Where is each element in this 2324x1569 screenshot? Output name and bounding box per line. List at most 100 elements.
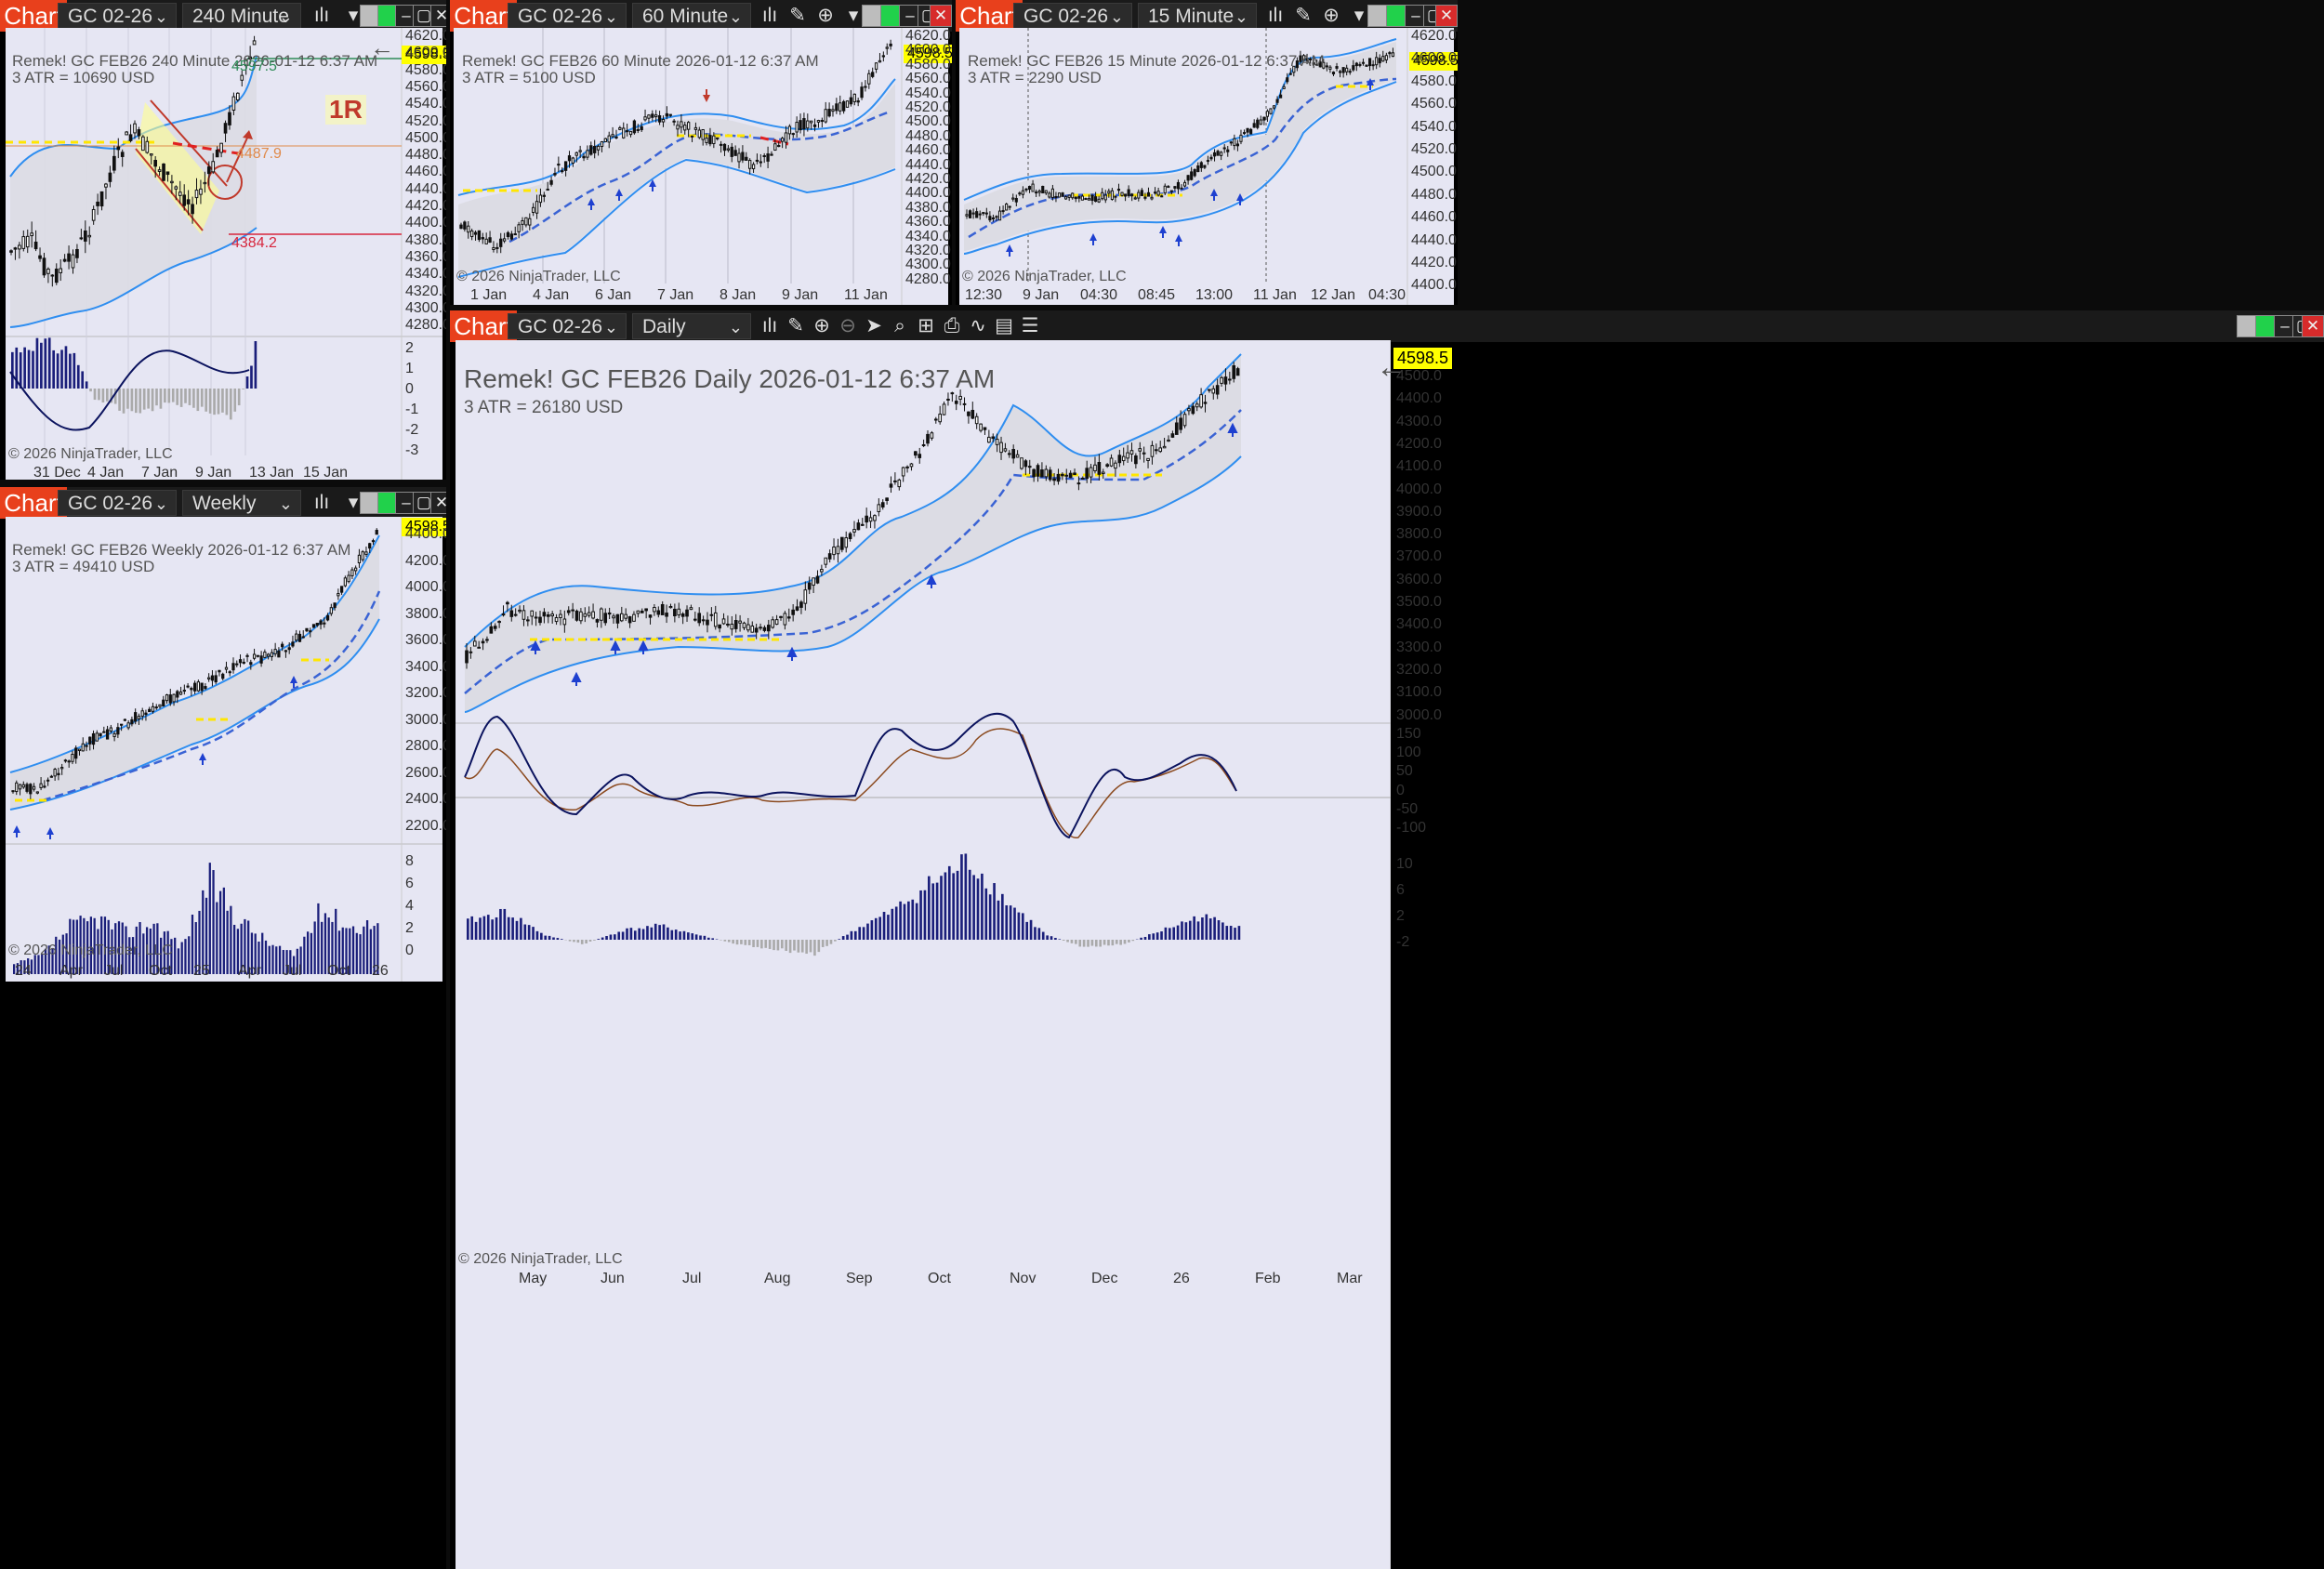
dropdown-arrow-icon[interactable]: ▾ — [348, 5, 359, 26]
chart-style-icon[interactable]: ılı — [1267, 5, 1284, 26]
close-button[interactable]: ✕ — [430, 492, 446, 514]
back-arrow-icon[interactable]: ← — [370, 33, 394, 61]
candle-body — [1365, 64, 1368, 67]
candle-body — [1052, 478, 1056, 481]
candle-body — [1375, 57, 1379, 66]
y-tick-label: 3600.0 — [1396, 571, 1442, 587]
close-button[interactable]: ✕ — [430, 5, 446, 27]
candle-body — [578, 150, 582, 152]
zoom-in-icon[interactable]: ⊕ — [817, 5, 834, 26]
oscillator-bar — [156, 923, 159, 974]
oscillator-bar — [780, 940, 784, 949]
close-button[interactable]: ✕ — [930, 5, 952, 27]
candle-body — [1133, 197, 1137, 200]
timeframe-selector[interactable]: Daily ⌄ — [632, 313, 751, 339]
candle-body — [178, 191, 182, 196]
chart-style-icon[interactable]: ılı — [313, 5, 330, 26]
cursor-pointer-icon[interactable]: ➤ — [865, 315, 882, 336]
candle-body — [1105, 464, 1109, 468]
chart-menu-button[interactable]: Chart — [450, 0, 517, 32]
candle-body — [612, 615, 615, 619]
candle-body — [266, 653, 271, 657]
candle-body — [1031, 183, 1035, 192]
candle-body — [75, 248, 79, 258]
candle-body — [354, 567, 358, 572]
data-box-icon[interactable]: ⌕ — [894, 315, 905, 336]
chart-plot-area[interactable]: Remek! GC FEB26 Weekly 2026-01-12 6:37 A… — [6, 517, 446, 982]
candle-body — [1068, 472, 1073, 479]
screenshot-icon[interactable]: ⎙ — [944, 315, 960, 336]
timeframe-selector[interactable]: 60 Minute ⌄ — [632, 3, 751, 29]
oscillator-bar — [923, 890, 927, 940]
candle-body — [141, 136, 145, 152]
oscillator-bar — [585, 940, 588, 944]
timeframe-selector[interactable]: 15 Minute ⌄ — [1138, 3, 1257, 29]
instrument-selector[interactable]: GC 02-26 ⌄ — [58, 490, 177, 516]
candle-body — [571, 609, 574, 612]
candle-body — [1032, 468, 1036, 478]
properties-icon[interactable]: ⊞ — [918, 315, 934, 336]
candle-body — [1080, 195, 1084, 201]
list-menu-icon[interactable]: ☰ — [1021, 315, 1039, 336]
oscillator-bar — [285, 950, 288, 974]
x-tick-label: 9 Jan — [195, 465, 232, 480]
candle-body — [1114, 462, 1117, 469]
close-button[interactable]: ✕ — [2302, 315, 2324, 337]
pencil-draw-icon[interactable]: ✎ — [1295, 5, 1312, 26]
chart-menu-button[interactable]: Chart — [450, 310, 517, 342]
instrument-selector[interactable]: GC 02-26 ⌄ — [508, 3, 627, 29]
y-tick-label: -1 — [405, 402, 419, 417]
timeframe-selector[interactable]: Weekly ⌄ — [182, 490, 301, 516]
strategies-icon[interactable]: ▤ — [995, 315, 1013, 336]
chart-menu-button[interactable]: Chart — [0, 487, 67, 519]
chart-style-icon[interactable]: ılı — [761, 315, 778, 336]
instrument-selector[interactable]: GC 02-26 ⌄ — [58, 3, 177, 29]
dropdown-arrow-icon[interactable]: ▾ — [1353, 5, 1365, 26]
chart-plot-area[interactable]: Remek! GC FEB26 240 Minute 2026-01-12 6:… — [6, 28, 446, 480]
candle-body — [627, 616, 632, 624]
oscillator-bar — [687, 932, 690, 940]
chart-plot-area[interactable]: Remek! GC FEB26 Daily 2026-01-12 6:37 AM… — [456, 340, 1453, 1569]
candle-body — [999, 442, 1003, 454]
oscillator-bar — [752, 940, 755, 947]
pencil-draw-icon[interactable]: ✎ — [787, 315, 804, 336]
oscillator-bar — [131, 937, 135, 974]
oscillator-bar — [556, 938, 560, 940]
pencil-draw-icon[interactable]: ✎ — [789, 5, 806, 26]
instrument-selector[interactable]: GC 02-26 ⌄ — [1013, 3, 1132, 29]
y-tick-label: 3400.0 — [405, 658, 446, 675]
oscillator-bar — [218, 890, 222, 974]
y-tick-label: 4000.0 — [405, 579, 446, 595]
dropdown-arrow-icon[interactable]: ▾ — [348, 492, 359, 513]
dropdown-arrow-icon[interactable]: ▾ — [848, 5, 859, 26]
zoom-in-icon[interactable]: ⊕ — [1323, 5, 1340, 26]
close-button[interactable]: ✕ — [1435, 5, 1458, 27]
candle-body — [574, 610, 579, 621]
oscillator-bar — [479, 917, 482, 940]
y-tick-label: 4200.0 — [405, 552, 446, 569]
chart-style-icon[interactable]: ılı — [761, 5, 778, 26]
candle-body — [1050, 188, 1054, 198]
oscillator-bar — [1034, 927, 1037, 940]
chart-window-60min: Chart GC 02-26 ⌄ 60 Minute ⌄ ılı ✎ ⊕ ▾ – ▢… — [450, 0, 952, 305]
instrument-selector[interactable]: GC 02-26 ⌄ — [508, 313, 627, 339]
chart-style-icon[interactable]: ılı — [313, 492, 330, 513]
timeframe-selector[interactable]: 240 Minute ⌄ — [182, 3, 301, 29]
oscillator-bar — [200, 389, 204, 407]
chart-menu-button[interactable]: Chart — [956, 0, 1023, 32]
candle-body — [755, 159, 759, 162]
oscillator-bar — [764, 940, 768, 948]
indicators-icon[interactable]: ∿ — [970, 315, 986, 336]
zoom-in-icon[interactable]: ⊕ — [813, 315, 830, 336]
oscillator-bar — [41, 954, 44, 974]
chart-plot-area[interactable]: Remek! GC FEB26 60 Minute 2026-01-12 6:3… — [454, 28, 952, 305]
oscillator-bar — [1075, 940, 1077, 944]
y-tick-label: 4420.0 — [905, 171, 951, 187]
y-tick-label: 4380.0 — [905, 199, 951, 216]
candle-body — [648, 614, 653, 618]
candle-body — [1199, 394, 1203, 408]
zoom-out-icon[interactable]: ⊖ — [839, 315, 856, 336]
chart-plot-area[interactable]: Remek! GC FEB26 15 Minute 2026-01-12 6:3… — [959, 28, 1458, 305]
chart-menu-button[interactable]: Chart — [0, 0, 67, 32]
y-tick-label: 3400.0 — [1396, 616, 1442, 633]
